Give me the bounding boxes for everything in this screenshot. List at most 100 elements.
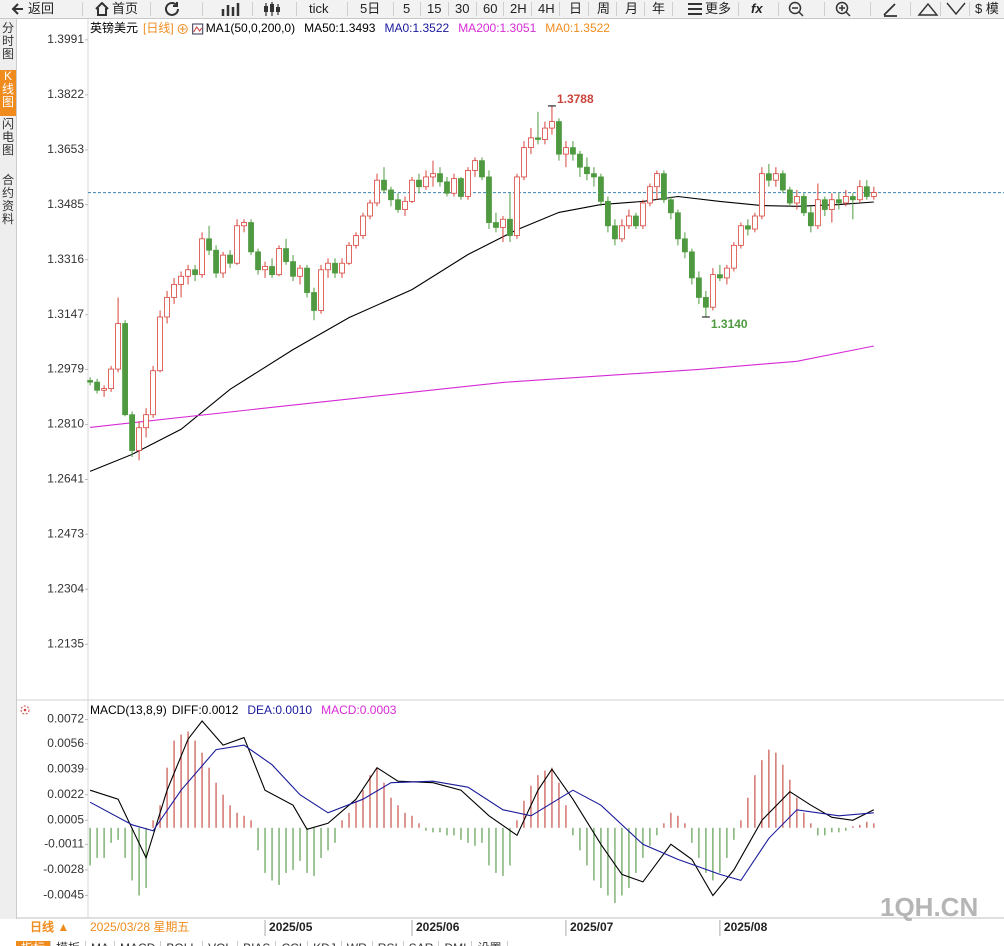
- candle-body: [318, 269, 324, 311]
- toolbar-button[interactable]: 月: [625, 1, 639, 16]
- legend-text: MA0:1.3522: [384, 21, 449, 35]
- toolbar-button[interactable]: 2H: [510, 1, 527, 16]
- toolbar-separator: [150, 2, 151, 16]
- candle-icon: [264, 2, 280, 16]
- refresh-icon: [165, 1, 179, 16]
- candle-body: [626, 215, 632, 227]
- candle-body: [737, 225, 744, 246]
- indicator-tab[interactable]: DMI: [439, 941, 473, 946]
- toolbar-separator: [448, 2, 449, 16]
- legend-text: 英镑美元: [90, 20, 138, 35]
- legend-text: DEA:0.0010: [247, 703, 312, 717]
- x-tick-label: 2025/06: [416, 920, 460, 934]
- candle-body: [744, 225, 751, 230]
- toolbar-button[interactable]: 日: [569, 1, 583, 16]
- toolbar-button[interactable]: 更多: [705, 1, 732, 16]
- indicator-tab[interactable]: SAR: [404, 941, 440, 946]
- indicator-tab[interactable]: 指标: [16, 941, 52, 946]
- indicator-tab[interactable]: KDJ: [308, 941, 342, 946]
- candle-body: [346, 244, 352, 264]
- candle-body: [332, 262, 338, 274]
- sidebar-tab[interactable]: K线图: [0, 70, 16, 116]
- legend-text: DIFF:0.0012: [172, 703, 239, 717]
- toolbar-button[interactable]: 周: [597, 1, 611, 16]
- indicator-tab[interactable]: 模板: [51, 941, 87, 946]
- legend-text: MA1(50,0,200,0): [206, 21, 295, 35]
- indicator-tab[interactable]: WR: [342, 941, 373, 946]
- candle-body: [549, 121, 555, 129]
- candle-body: [807, 212, 814, 227]
- candle-body: [444, 181, 450, 194]
- home-icon: [95, 2, 109, 16]
- toolbar-button[interactable]: 5: [403, 1, 411, 16]
- toolbar-separator: [738, 2, 739, 16]
- macd-icon: [20, 705, 30, 715]
- indicator-tab[interactable]: RSI: [373, 941, 404, 946]
- toolbar-button[interactable]: 年: [652, 1, 666, 16]
- candle-body: [598, 176, 604, 202]
- toolbar-separator: [616, 2, 617, 16]
- candle-body: [304, 267, 310, 293]
- toolbar-separator: [824, 2, 825, 16]
- y-tick-label: 1.2473: [47, 526, 84, 540]
- candle-body: [709, 274, 716, 308]
- indicator-line: [89, 720, 875, 897]
- toolbar-button[interactable]: tick: [309, 1, 329, 16]
- y-tick-label: 0.0039: [47, 761, 84, 775]
- candle-body: [115, 323, 121, 370]
- candle-body: [269, 266, 275, 276]
- y-tick-label: 1.3316: [47, 252, 84, 266]
- y-tick-label: 1.3822: [47, 87, 84, 101]
- sidebar-tab[interactable]: 分时图: [1, 21, 14, 61]
- candle-body: [430, 173, 436, 178]
- candle-body: [528, 137, 534, 149]
- candle-body: [192, 269, 198, 276]
- candle-body: [283, 248, 289, 263]
- indicator-tab[interactable]: MA: [86, 941, 116, 946]
- toolbar-button[interactable]: 5日: [360, 1, 381, 16]
- candle-body: [458, 178, 464, 197]
- toolbar-separator: [476, 2, 477, 16]
- toolbar-separator: [420, 2, 421, 16]
- indicator-tab[interactable]: BIAS: [238, 941, 277, 946]
- sidebar-tab[interactable]: 合约资料: [1, 173, 14, 226]
- indicator-line: [89, 744, 874, 882]
- toolbar-button[interactable]: 返回: [28, 1, 55, 16]
- toolbar-button[interactable]: 30: [455, 1, 470, 16]
- candle-body: [793, 196, 800, 204]
- y-tick-label: 1.2810: [47, 417, 84, 431]
- toolbar-button[interactable]: 首页: [112, 1, 139, 16]
- candle-body: [800, 196, 807, 214]
- candle-body: [220, 254, 226, 274]
- toolbar-button[interactable]: 60: [483, 1, 498, 16]
- toolbar-separator: [588, 2, 589, 16]
- indicator-tab[interactable]: MACD: [115, 941, 162, 946]
- y-tick-label: -0.0028: [43, 862, 84, 876]
- sidebar-tab[interactable]: 闪电图: [1, 117, 14, 157]
- toolbar-button[interactable]: fx: [751, 1, 763, 16]
- toolbar-button[interactable]: 4H: [538, 1, 555, 16]
- candle-body: [234, 225, 240, 264]
- candle-body: [814, 199, 821, 227]
- candle-body: [164, 297, 170, 318]
- candle-body: [849, 196, 856, 201]
- candle-body: [262, 266, 268, 271]
- x-tick-label: 2025/07: [570, 920, 614, 934]
- indicator-tab[interactable]: VOL: [203, 941, 239, 946]
- candle-body: [136, 427, 142, 451]
- indicator-tab[interactable]: BOLL: [161, 941, 204, 946]
- y-tick-label: 1.3147: [47, 307, 84, 321]
- y-tick-label: 1.3991: [47, 32, 84, 46]
- y-tick-label: 1.2641: [47, 472, 84, 486]
- candle-body: [647, 186, 653, 204]
- candle-body: [451, 178, 457, 194]
- candle-body: [702, 297, 709, 308]
- back-icon: [11, 3, 23, 15]
- toolbar-button[interactable]: 15: [427, 1, 442, 16]
- candle-body: [353, 235, 359, 246]
- indicator-tab[interactable]: 设置: [472, 941, 508, 946]
- toolbar-button[interactable]: $ 模: [975, 1, 999, 16]
- triangle-up-icon: [917, 2, 939, 16]
- indicator-tab[interactable]: CCI: [276, 941, 309, 946]
- candle-body: [507, 218, 513, 236]
